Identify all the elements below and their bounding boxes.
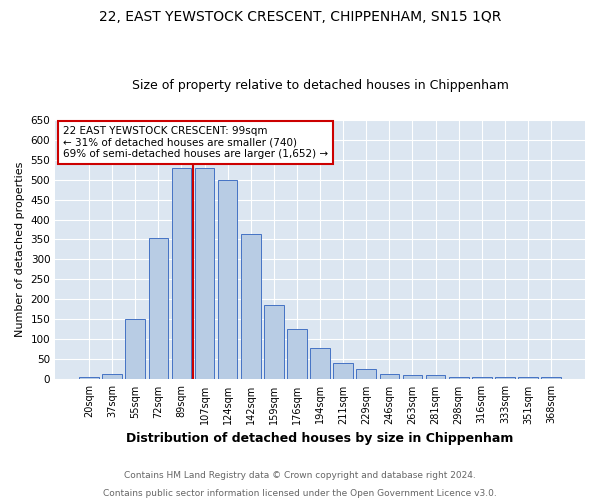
Text: Contains HM Land Registry data © Crown copyright and database right 2024.: Contains HM Land Registry data © Crown c… (124, 471, 476, 480)
Bar (403, 374, 422, 380)
Bar (149, 238, 168, 380)
Bar (125, 320, 145, 380)
X-axis label: Distribution of detached houses by size in Chippenham: Distribution of detached houses by size … (127, 432, 514, 445)
Bar (449, 376, 469, 380)
Bar (356, 368, 376, 380)
Bar (495, 378, 515, 380)
Title: Size of property relative to detached houses in Chippenham: Size of property relative to detached ho… (131, 79, 509, 92)
Text: Contains public sector information licensed under the Open Government Licence v3: Contains public sector information licen… (103, 488, 497, 498)
Bar (79, 378, 99, 380)
Bar (380, 374, 399, 380)
Bar (310, 348, 330, 380)
Bar (541, 378, 561, 380)
Bar (334, 364, 353, 380)
Bar (426, 376, 445, 380)
Bar (264, 306, 284, 380)
Y-axis label: Number of detached properties: Number of detached properties (15, 162, 25, 337)
Bar (518, 378, 538, 380)
Bar (103, 374, 122, 380)
Bar (218, 180, 238, 380)
Bar (241, 234, 260, 380)
Text: 22, EAST YEWSTOCK CRESCENT, CHIPPENHAM, SN15 1QR: 22, EAST YEWSTOCK CRESCENT, CHIPPENHAM, … (99, 10, 501, 24)
Bar (287, 330, 307, 380)
Bar (472, 378, 491, 380)
Bar (172, 168, 191, 380)
Bar (195, 168, 214, 380)
Text: 22 EAST YEWSTOCK CRESCENT: 99sqm
← 31% of detached houses are smaller (740)
69% : 22 EAST YEWSTOCK CRESCENT: 99sqm ← 31% o… (63, 126, 328, 160)
